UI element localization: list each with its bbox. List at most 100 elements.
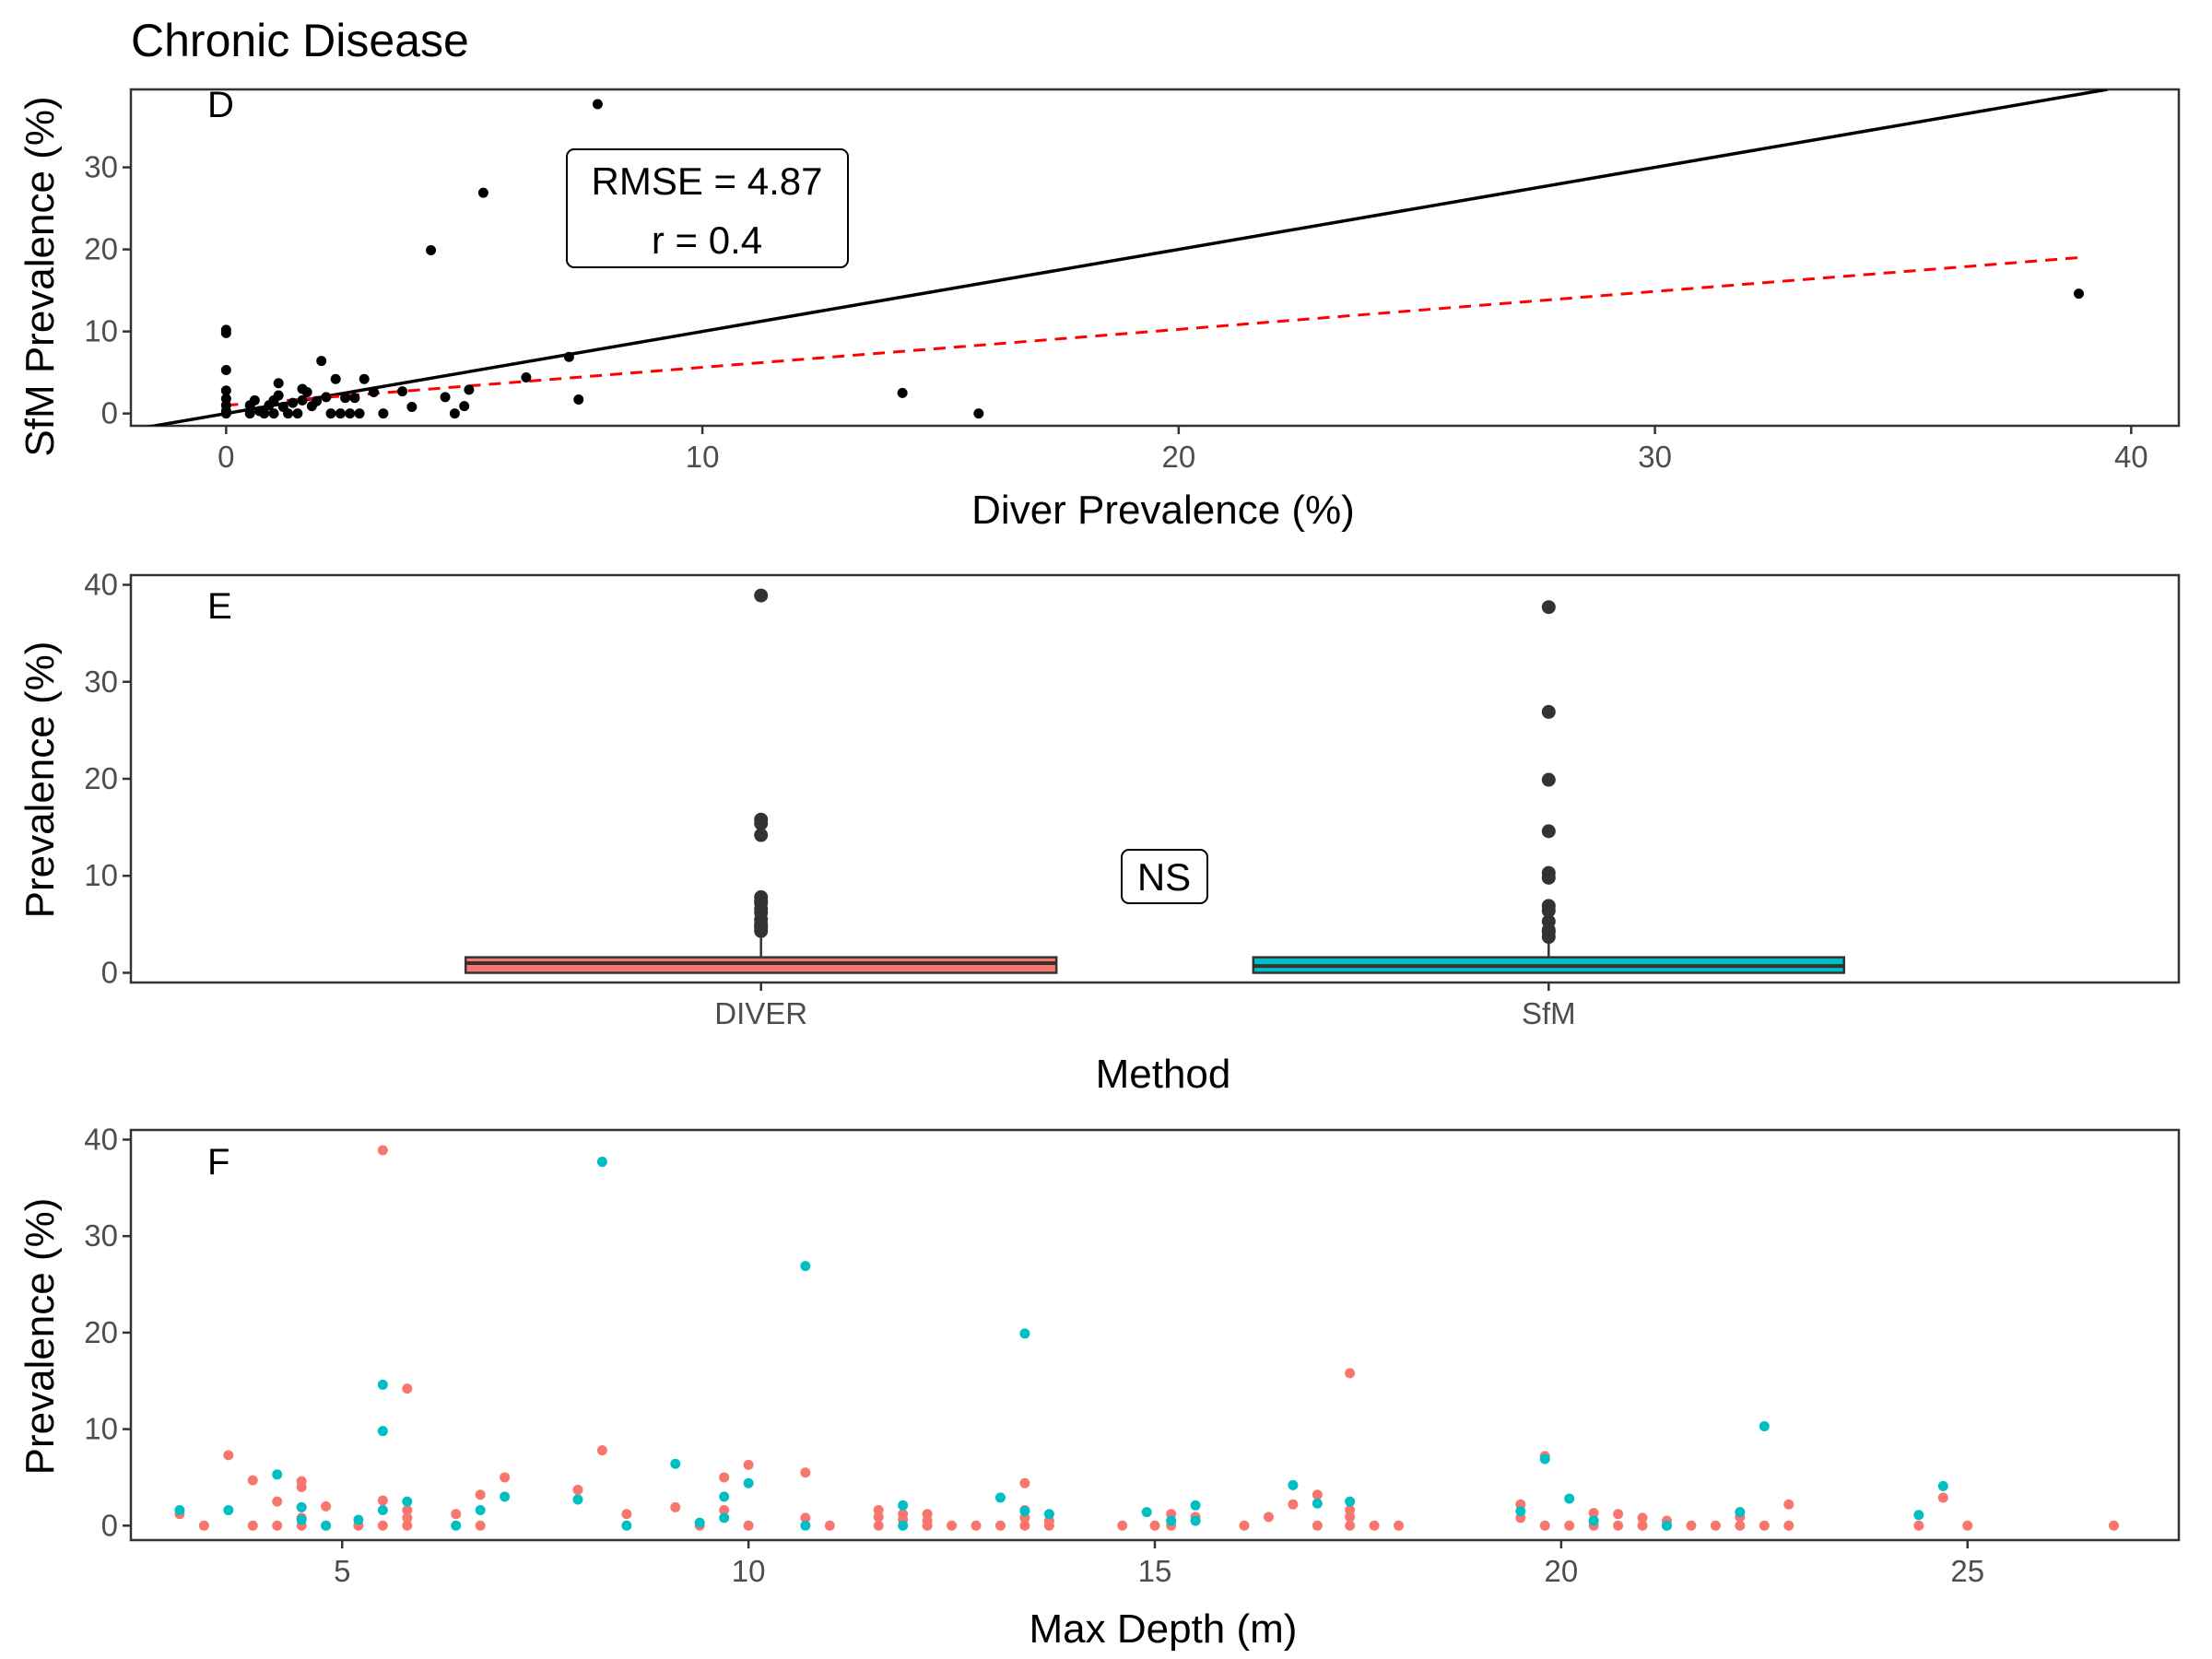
scatter-point	[249, 394, 260, 406]
depth-point-diver	[1394, 1520, 1405, 1531]
scatter-point	[573, 394, 584, 406]
trend-line	[226, 256, 2079, 407]
panel-d-y-title: SfM Prevalence (%)	[18, 96, 63, 456]
depth-point-sfm	[1345, 1496, 1356, 1507]
depth-point-diver	[1913, 1520, 1924, 1531]
scatter-point	[268, 408, 279, 419]
depth-point-sfm	[994, 1492, 1006, 1503]
panel-d-x-title: Diver Prevalence (%)	[971, 488, 1355, 533]
ns-label: NS	[1137, 855, 1191, 899]
panel-f-tag: F	[207, 1142, 229, 1182]
depth-point-diver	[272, 1520, 283, 1531]
depth-point-diver	[1637, 1512, 1648, 1524]
panel-d-ytick-label: 20	[84, 232, 118, 266]
scatter-point	[426, 244, 437, 255]
scatter-point	[406, 402, 418, 413]
depth-point-diver	[719, 1505, 730, 1516]
panel-d-ytick-label: 30	[84, 150, 118, 184]
box-diver	[464, 588, 1058, 974]
depth-point-diver	[1345, 1512, 1356, 1523]
panel-f-xtick-label: 25	[1950, 1554, 1984, 1588]
depth-point-sfm	[1759, 1420, 1770, 1431]
ns-box	[1121, 849, 1208, 904]
box-outlier	[1541, 772, 1556, 787]
box-outlier	[1541, 704, 1556, 719]
depth-point-diver	[1117, 1520, 1128, 1531]
depth-point-diver	[377, 1520, 388, 1531]
depth-point-diver	[1312, 1520, 1323, 1531]
panel-f-frame	[129, 1128, 2181, 1542]
box-outlier	[754, 924, 769, 938]
depth-point-sfm	[1288, 1479, 1299, 1490]
depth-point-diver	[1686, 1520, 1697, 1531]
scatter-point	[283, 408, 294, 419]
depth-point-sfm	[1564, 1493, 1575, 1504]
panel-e: E 0 10 20 30 40 DIVER SfM NS Method Prevalenc…	[18, 568, 2181, 1097]
scatter-point	[397, 386, 408, 397]
depth-point-diver	[1937, 1492, 1948, 1503]
depth-point-sfm	[719, 1491, 730, 1502]
depth-point-diver	[1962, 1520, 1973, 1531]
depth-point-diver	[1539, 1520, 1550, 1531]
depth-point-diver	[402, 1505, 413, 1516]
panel-e-xtick-label: SfM	[1522, 996, 1576, 1030]
scatter-point	[2073, 288, 2084, 300]
depth-point-sfm	[1190, 1515, 1201, 1526]
panel-e-annotation: NS	[1121, 849, 1208, 904]
panel-d-frame	[129, 88, 2181, 428]
series-diver	[174, 1145, 2119, 1531]
panel-e-x-axis: DIVER SfM	[714, 982, 1576, 1030]
depth-point-sfm	[451, 1520, 462, 1531]
panel-f-x-title: Max Depth (m)	[1030, 1606, 1298, 1652]
depth-point-diver	[296, 1481, 307, 1492]
depth-point-sfm	[621, 1520, 632, 1531]
panel-d-xtick-label: 20	[1161, 440, 1195, 474]
depth-point-diver	[1043, 1520, 1054, 1531]
depth-point-diver	[873, 1520, 884, 1531]
scatter-point	[449, 408, 460, 419]
r-label: r = 0.4	[652, 218, 762, 262]
panel-e-plot-area	[464, 588, 1846, 974]
scatter-point	[273, 378, 284, 389]
scatter-point	[292, 408, 303, 419]
depth-point-sfm	[1735, 1507, 1746, 1518]
depth-point-diver	[1345, 1368, 1356, 1379]
panel-d-xtick-label: 10	[686, 440, 720, 474]
depth-point-diver	[947, 1520, 958, 1531]
panel-f-x-axis: 5 10 15 20 25	[334, 1540, 1984, 1588]
scatter-point	[369, 387, 380, 397]
depth-point-diver	[800, 1467, 811, 1478]
depth-point-diver	[743, 1520, 754, 1531]
rmse-label: RMSE = 4.87	[592, 159, 823, 203]
depth-point-diver	[1288, 1499, 1299, 1510]
identity-line	[145, 89, 2108, 426]
panel-f-ytick-label: 20	[84, 1315, 118, 1349]
scatter-point	[464, 384, 475, 395]
scatter-point	[312, 395, 323, 406]
box-outlier	[1541, 930, 1556, 945]
depth-point-diver	[1019, 1520, 1030, 1531]
depth-point-diver	[1613, 1509, 1624, 1520]
panel-d-xtick-label: 40	[2114, 440, 2148, 474]
depth-point-sfm	[898, 1520, 909, 1531]
panel-d-xtick-label: 30	[1638, 440, 1672, 474]
depth-point-diver	[247, 1475, 258, 1486]
panel-f-xtick-label: 15	[1138, 1554, 1172, 1588]
scatter-point	[335, 408, 346, 419]
depth-point-diver	[223, 1450, 234, 1461]
panel-f-ytick-label: 0	[101, 1508, 118, 1542]
depth-point-diver	[475, 1489, 486, 1500]
scatter-point	[325, 408, 336, 419]
scatter-point	[301, 387, 312, 397]
depth-point-sfm	[1166, 1515, 1177, 1526]
depth-point-diver	[873, 1512, 884, 1523]
depth-point-sfm	[1190, 1500, 1201, 1511]
depth-point-diver	[1783, 1520, 1794, 1531]
panel-d-annotation: RMSE = 4.87 r = 0.4	[566, 148, 849, 268]
scatter-point	[220, 327, 231, 338]
depth-point-sfm	[596, 1157, 607, 1168]
panel-e-ytick-label: 20	[84, 761, 118, 795]
depth-point-diver	[1735, 1520, 1746, 1531]
box-outlier	[754, 588, 769, 603]
depth-point-sfm	[743, 1477, 754, 1488]
